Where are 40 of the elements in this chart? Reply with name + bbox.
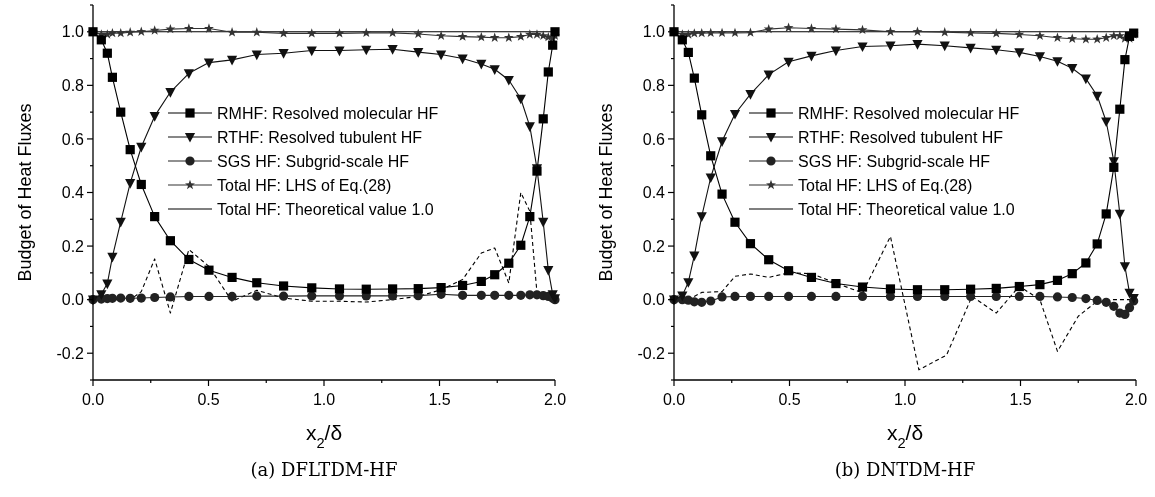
y-tick-label: 0.6 (61, 130, 85, 148)
y-axis-title: Budget of Heat Fluxes (596, 103, 616, 282)
x-tick-label: 0.5 (778, 391, 801, 408)
y-tick-label: 0.8 (642, 76, 666, 94)
y-tick-label: 0.4 (642, 184, 666, 202)
x-tick-label: 0.5 (197, 391, 220, 408)
text: (a) DFLTDM-HF (250, 459, 398, 480)
legend-label: SGS HF: Subgrid-scale HF (217, 152, 410, 170)
x-axis-title: x$_{2}$/δ (886, 421, 924, 451)
legend-label: Total HF: LHS of Eq.(28) (798, 176, 973, 194)
y-tick-label: -0.2 (637, 344, 666, 362)
legend-label: SGS HF: Subgrid-scale HF (798, 152, 991, 170)
text: (b) DNTDM-HF (834, 459, 976, 480)
y-tick-label: 0.0 (61, 291, 85, 309)
legend-label: RTHF: Resolved tubulent HF (798, 128, 1004, 146)
legend-label: RTHF: Resolved tubulent HF (217, 128, 423, 146)
legend-label: Total HF: LHS of Eq.(28) (217, 176, 392, 194)
x-tick-label: 2.0 (543, 391, 567, 408)
x-tick-label: 2.0 (1124, 391, 1148, 408)
x-tick-label: 1.0 (893, 391, 917, 408)
legend-label: RMHF: Resolved molecular HF (217, 104, 439, 122)
y-tick-label: 0.6 (642, 130, 666, 148)
y-tick-label: -0.2 (56, 344, 85, 362)
x-tick-label: 1.0 (312, 391, 336, 408)
y-tick-label: 1.0 (61, 23, 85, 41)
y-tick-label: 0.0 (642, 291, 666, 309)
x-tick-label: 0.0 (662, 391, 686, 408)
y-tick-label: 1.0 (642, 23, 666, 41)
legend-label: Total HF: Theoretical value 1.0 (217, 200, 434, 218)
x-tick-label: 1.5 (428, 391, 451, 408)
y-tick-label: 0.8 (61, 76, 85, 94)
y-axis-title: Budget of Heat Fluxes (15, 103, 35, 282)
legend-label: Total HF: Theoretical value 1.0 (798, 200, 1015, 218)
legend-label: RMHF: Resolved molecular HF (798, 104, 1020, 122)
y-tick-label: 0.2 (61, 237, 85, 255)
y-tick-label: 0.2 (642, 237, 666, 255)
x-tick-label: 0.0 (81, 391, 105, 408)
y-tick-label: 0.4 (61, 184, 85, 202)
x-axis-title: x$_{2}$/δ (305, 421, 343, 451)
x-tick-label: 1.5 (1009, 391, 1032, 408)
